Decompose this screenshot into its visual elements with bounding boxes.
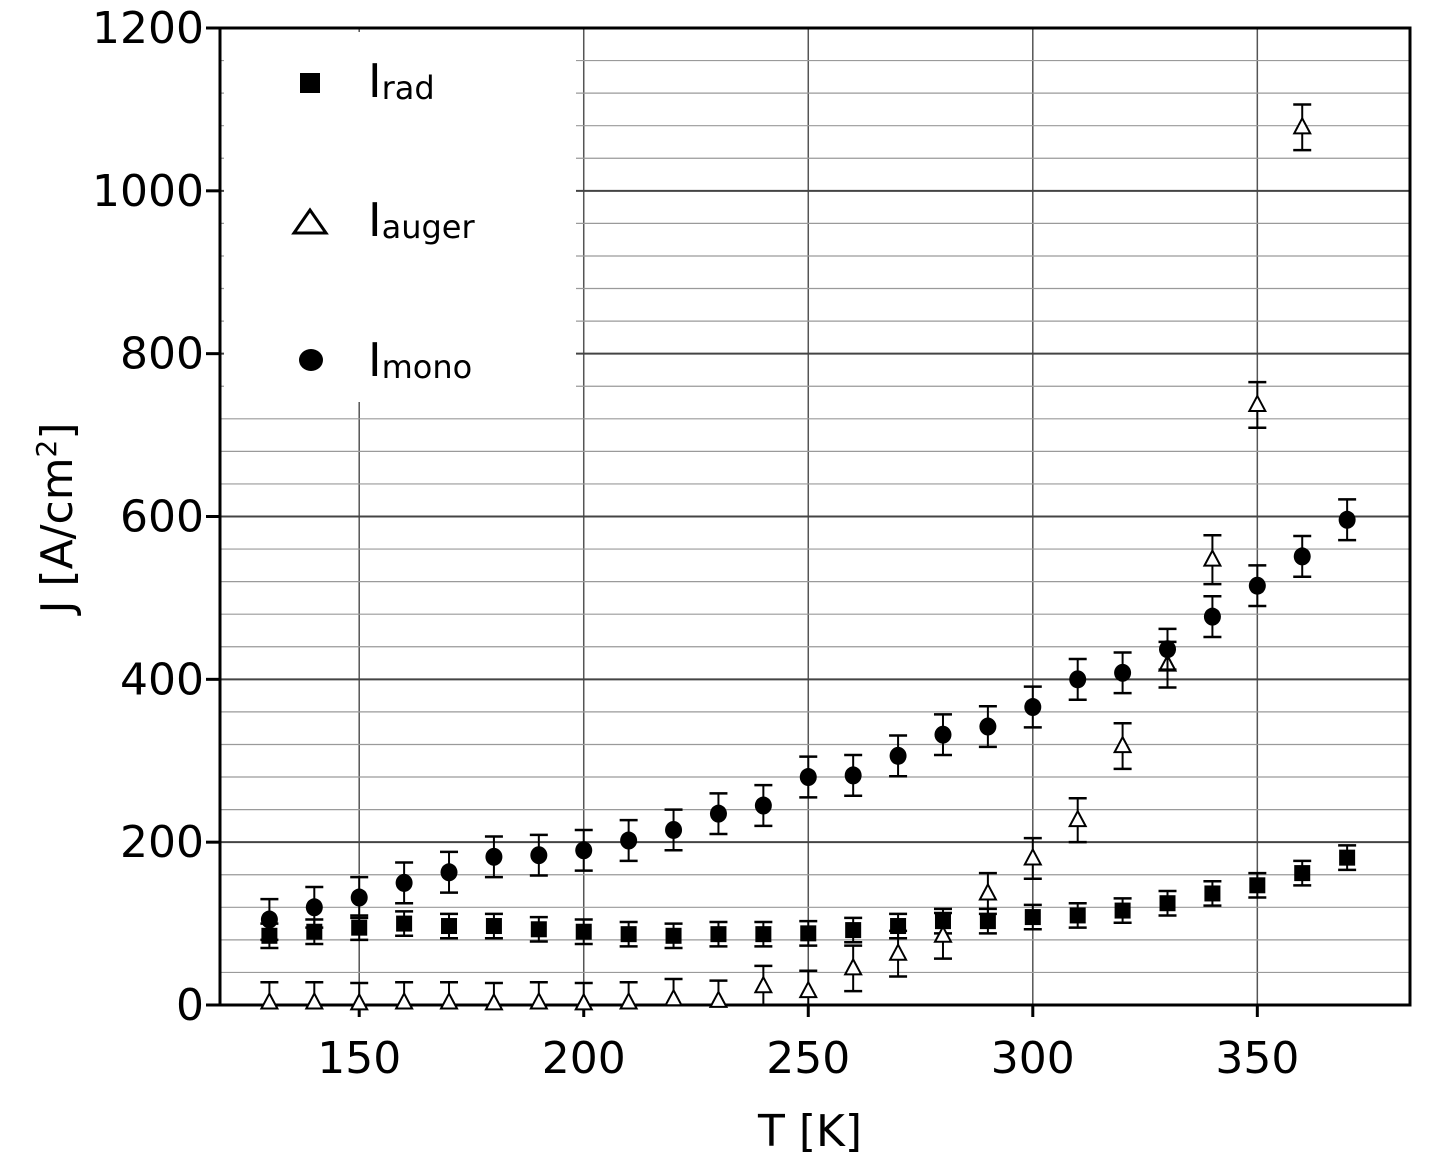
data-point-rad [351, 919, 368, 936]
data-point-auger [1247, 393, 1267, 412]
data-point-auger [439, 991, 459, 1010]
legend-marker-mono [299, 349, 323, 371]
data-point-rad [396, 915, 413, 932]
data-point-mono [665, 820, 683, 839]
legend-marker-rad [300, 73, 320, 93]
legend-marker-auger [291, 207, 329, 235]
data-point-auger [753, 975, 774, 994]
data-point-rad [1249, 877, 1266, 894]
data-point-rad [800, 925, 817, 942]
axis-ticks: 0 200 400 600 800 1000 1200 150 200 250 300 350 [92, 3, 1299, 1084]
data-point-auger [259, 991, 280, 1010]
data-point-auger [888, 942, 908, 961]
data-point-mono [1248, 576, 1266, 595]
x-tick-label: 350 [1215, 1033, 1299, 1084]
data-point-auger [663, 988, 684, 1007]
series-auger [259, 103, 1312, 1011]
y-tick-label: 200 [120, 817, 204, 868]
data-point-auger [1292, 116, 1312, 135]
y-tick-label: 0 [176, 980, 204, 1031]
y-tick-label: 800 [120, 329, 204, 380]
data-point-mono [1293, 547, 1311, 566]
y-tick-label: 400 [120, 654, 204, 705]
data-point-mono [530, 846, 548, 865]
data-point-auger [394, 991, 414, 1010]
data-point-rad [1114, 902, 1131, 919]
data-point-mono [709, 804, 727, 823]
data-point-mono [934, 725, 952, 744]
y-tick-label: 600 [120, 492, 204, 543]
x-axis-title: T [K] [757, 1106, 862, 1157]
data-point-mono [844, 766, 862, 785]
data-point-auger [1202, 548, 1223, 567]
data-point-mono [754, 796, 772, 815]
series-rad [260, 844, 1357, 950]
data-point-auger [349, 992, 369, 1011]
legend-label-mono: Imono [368, 333, 472, 387]
data-point-auger [933, 924, 953, 943]
x-tick-label: 150 [317, 1033, 401, 1084]
data-point-mono [1159, 640, 1177, 659]
data-point-auger [1023, 847, 1043, 866]
x-tick-label: 200 [542, 1033, 626, 1084]
data-point-mono [1024, 698, 1042, 717]
y-axis-title: J [A/cm2] [30, 422, 83, 616]
data-point-mono [1338, 510, 1356, 529]
x-tick-label: 250 [766, 1033, 850, 1084]
data-point-mono [440, 863, 458, 882]
data-point-auger [529, 991, 549, 1010]
data-point-mono [799, 768, 817, 787]
data-point-rad [755, 926, 772, 943]
y-tick-label: 1200 [92, 3, 204, 54]
data-point-rad [1069, 907, 1086, 924]
data-point-rad [1294, 865, 1311, 882]
data-point-rad [1339, 849, 1356, 866]
data-point-mono [305, 898, 323, 917]
data-point-mono [350, 888, 368, 907]
data-point-auger [574, 992, 594, 1011]
data-point-rad [485, 918, 502, 935]
data-point-rad [710, 926, 727, 943]
data-point-rad [530, 921, 547, 938]
legend: Irad Iauger Imono [224, 32, 576, 402]
data-point-auger [978, 882, 998, 901]
data-point-rad [441, 918, 458, 935]
data-point-rad [1204, 885, 1221, 902]
y-tick-label: 1000 [92, 166, 204, 217]
legend-label-auger: Iauger [368, 193, 475, 247]
data-point-auger [843, 957, 863, 976]
data-point-mono [395, 873, 413, 892]
data-point-rad [845, 922, 862, 939]
legend-label-rad: Irad [368, 54, 435, 108]
data-point-auger [618, 991, 639, 1010]
legend-background [224, 32, 576, 402]
data-point-rad [665, 927, 682, 944]
data-point-mono [889, 746, 907, 765]
data-point-auger [708, 989, 729, 1008]
data-point-rad [1024, 909, 1041, 926]
data-point-mono [1114, 663, 1132, 682]
data-point-mono [979, 717, 997, 736]
data-point-auger [798, 980, 818, 999]
data-point-mono [1203, 607, 1221, 626]
data-point-rad [1159, 895, 1176, 912]
x-tick-label: 300 [991, 1033, 1075, 1084]
data-point-mono [575, 841, 593, 860]
data-point-rad [575, 923, 592, 940]
data-point-auger [1068, 809, 1088, 828]
data-series [259, 103, 1357, 1011]
data-point-auger [304, 991, 324, 1010]
data-point-rad [979, 913, 996, 930]
data-point-auger [1112, 734, 1133, 754]
data-point-mono [485, 847, 503, 866]
series-mono [260, 498, 1357, 942]
data-point-mono [620, 831, 638, 850]
data-point-rad [620, 926, 637, 943]
data-point-mono [1069, 670, 1087, 689]
data-point-mono [260, 910, 278, 929]
data-point-auger [484, 992, 504, 1011]
